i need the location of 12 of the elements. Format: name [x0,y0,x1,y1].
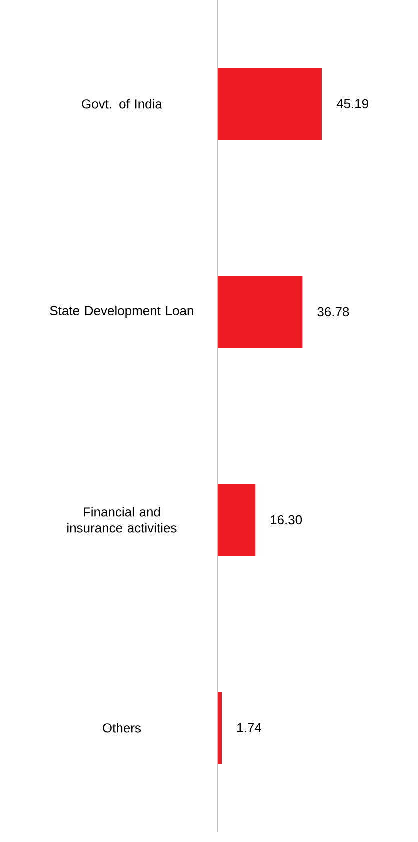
data-label: 36.78 [318,307,350,317]
bar [218,276,303,348]
data-label: 1.74 [238,724,262,732]
data-label: 45.19 [336,99,368,109]
data-label: 16.30 [271,515,302,525]
bar [218,692,222,764]
y-tick-label: Others [103,723,142,733]
y-tick-label: State Development Loan [50,306,194,318]
bar [218,484,256,556]
y-tick-label: Financial and insurance activities [68,507,177,533]
bar [218,68,322,140]
y-tick-label: Govt. of India [82,99,162,109]
